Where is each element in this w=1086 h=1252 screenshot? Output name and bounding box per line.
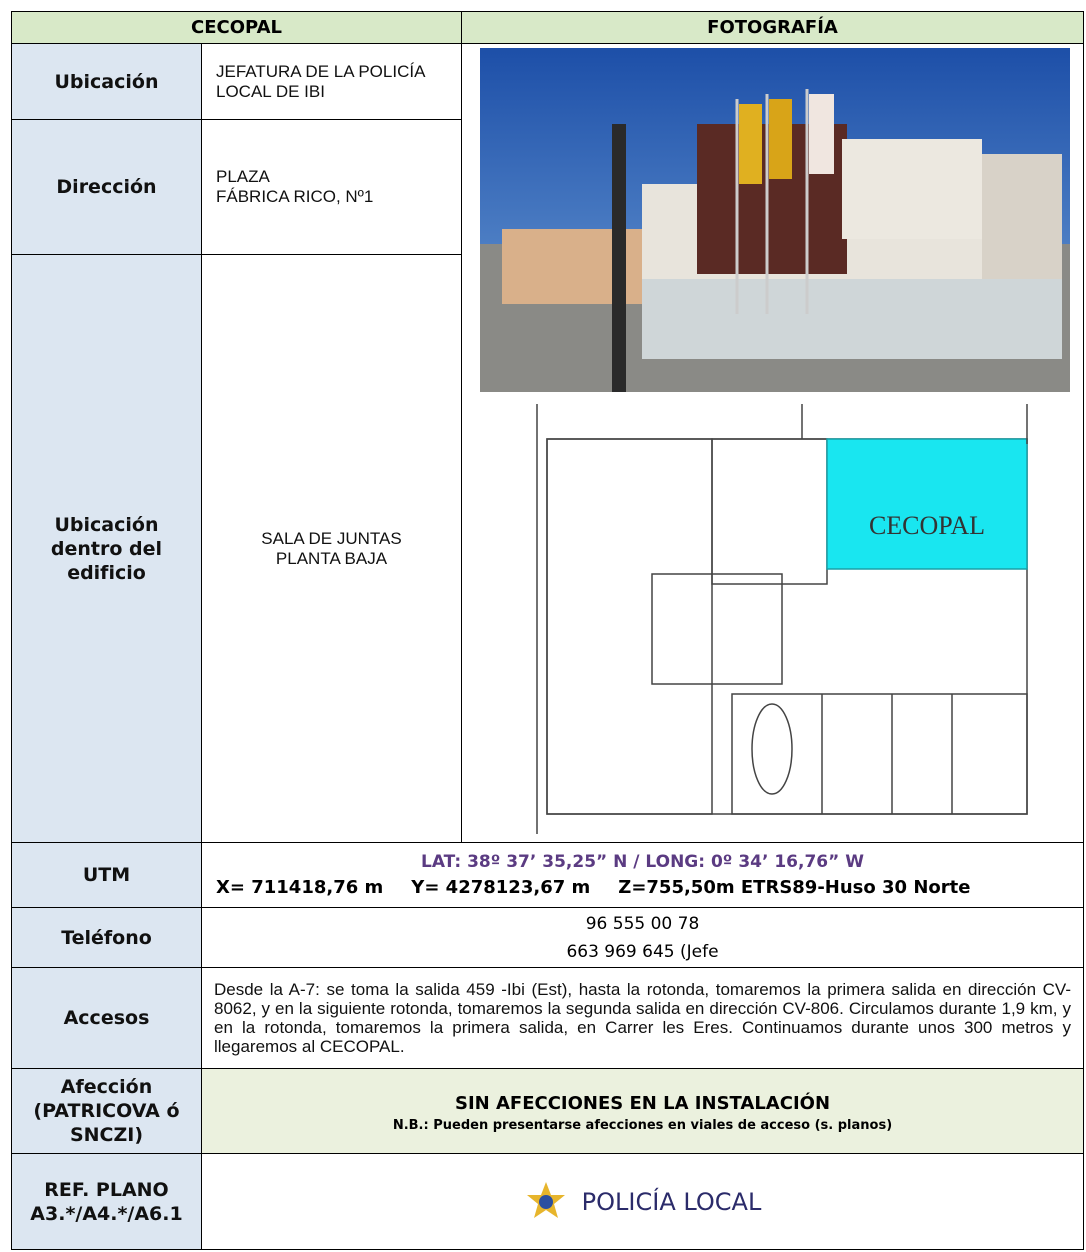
line: 96 555 00 78 bbox=[585, 913, 700, 934]
label: Ubicación dentro del edificio bbox=[11, 254, 202, 843]
value: 96 555 00 78 663 969 645 (Jefe bbox=[201, 907, 1084, 968]
photo-cell: CECOPAL bbox=[461, 43, 1084, 843]
coord-y: Y= 4278123,67 m bbox=[411, 877, 591, 898]
logo bbox=[526, 1181, 565, 1218]
value: POLICÍA LOCAL bbox=[201, 1153, 1084, 1250]
value: PLAZA FÁBRICA RICO, Nº1 bbox=[201, 119, 462, 255]
line: FÁBRICA RICO, Nº1 bbox=[216, 187, 374, 206]
line: PLAZA bbox=[216, 167, 270, 186]
value: SALA DE JUNTAS PLANTA BAJA bbox=[201, 254, 462, 843]
value: LAT: 38º 37’ 35,25” N / LONG: 0º 34’ 16,… bbox=[201, 842, 1084, 908]
coords: X= 711418,76 m Y= 4278123,67 m Z=755,50m… bbox=[202, 875, 970, 901]
value: SIN AFECCIONES EN LA INSTALACIÓN N.B.: P… bbox=[201, 1068, 1084, 1154]
label: UTM bbox=[11, 842, 202, 908]
coord-z: Z=755,50m ETRS89-Huso 30 Norte bbox=[618, 877, 971, 898]
logo-text: POLICÍA LOCAL bbox=[581, 1187, 762, 1216]
label: Ubicación bbox=[11, 43, 202, 120]
images: CECOPAL bbox=[480, 48, 1070, 834]
line: 663 969 645 (Jefe bbox=[566, 941, 719, 962]
label: Dirección bbox=[11, 119, 202, 255]
header-right: FOTOGRAFÍA bbox=[461, 11, 1084, 44]
line: SALA DE JUNTAS bbox=[261, 528, 402, 548]
label: Afección (PATRICOVA ó SNCZI) bbox=[11, 1068, 202, 1154]
line: PLANTA BAJA bbox=[275, 548, 388, 568]
floor-plan: CECOPAL bbox=[536, 404, 1028, 834]
title: SIN AFECCIONES EN LA INSTALACIÓN bbox=[454, 1092, 831, 1114]
plan-label: CECOPAL bbox=[869, 511, 985, 540]
text: Desde la A-7: se toma la salida 459 -Ibi… bbox=[214, 980, 1071, 1056]
label: Accesos bbox=[11, 967, 202, 1069]
value: Desde la A-7: se toma la salida 459 -Ibi… bbox=[201, 967, 1084, 1069]
label: Teléfono bbox=[11, 907, 202, 968]
header-left: CECOPAL bbox=[11, 11, 462, 44]
coord-x: X= 711418,76 m bbox=[216, 877, 384, 898]
photo bbox=[480, 48, 1070, 392]
latlong: LAT: 38º 37’ 35,25” N / LONG: 0º 34’ 16,… bbox=[421, 852, 864, 872]
label: REF. PLANO A3.*/A4.*/A6.1 bbox=[11, 1153, 202, 1250]
value: JEFATURA DE LA POLICÍA LOCAL DE IBI bbox=[201, 43, 462, 120]
note: N.B.: Pueden presentarse afecciones en v… bbox=[392, 1117, 893, 1133]
